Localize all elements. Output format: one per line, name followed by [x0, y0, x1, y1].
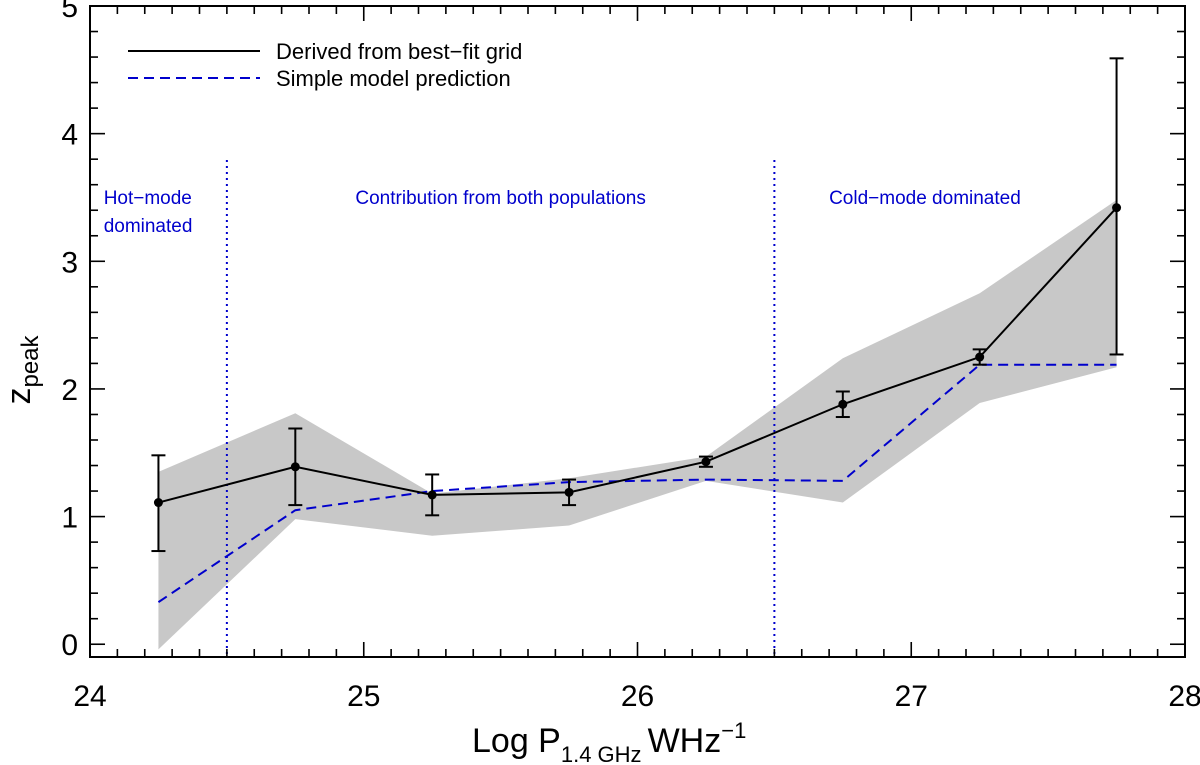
y-tick-label: 5 [61, 0, 78, 24]
x-tick-label: 25 [347, 680, 380, 713]
y-tick-label: 1 [61, 502, 78, 535]
x-tick-label: 24 [73, 680, 106, 713]
y-axis-title-group: zpeak [0, 334, 44, 404]
series-line-derived [158, 207, 1118, 504]
y-tick-label: 0 [61, 629, 78, 662]
y-axis-title-sub: peak [17, 334, 44, 387]
axis-ticks [89, 5, 1186, 657]
x-axis-title-unit: WHz [648, 722, 722, 760]
data-point [564, 487, 574, 497]
uncertainty-band-layer [158, 200, 1117, 650]
y-tick-label: 4 [61, 119, 78, 152]
region-label-1: Hot−mode dominated [104, 188, 193, 237]
y-axis-title-main: z [0, 388, 38, 405]
x-tick-label: 26 [621, 680, 654, 713]
legend-label-derived: Derived from best−fit grid [276, 39, 522, 64]
divider-lines [225, 160, 776, 657]
data-point [153, 498, 163, 508]
y-axis-title: zpeak [0, 334, 44, 404]
x-axis-title-main: Log P [472, 722, 561, 760]
x-axis-title-sub: 1.4 GHz [561, 742, 642, 765]
series-layer [151, 57, 1124, 603]
data-point [1112, 203, 1122, 213]
x-tick-label: 28 [1168, 680, 1200, 713]
x-axis-title: Log P1.4 GHz WHz−1 [472, 718, 746, 765]
region-label-3: Cold−mode dominated [829, 188, 1021, 209]
data-point [975, 352, 985, 362]
x-axis-title-exp: −1 [721, 718, 746, 743]
region-annotations: Hot−mode dominated Contribution from both … [104, 188, 1021, 237]
legend: Derived from best−fit grid Simple model … [128, 39, 522, 91]
x-tick-label: 27 [895, 680, 928, 713]
data-point [427, 490, 437, 500]
data-point [290, 462, 300, 472]
y-tick-label: 3 [61, 246, 78, 279]
uncertainty-band [158, 200, 1117, 650]
region-label-line: Hot−mode [104, 188, 192, 209]
region-label-line: Contribution from both populations [355, 188, 645, 209]
region-label-2: Contribution from both populations [355, 188, 645, 209]
region-label-line: Cold−mode dominated [829, 188, 1021, 209]
region-label-line: dominated [104, 216, 193, 237]
tick-labels: 24 25 26 27 28 0 1 2 3 4 5 [61, 0, 1200, 713]
legend-label-model: Simple model prediction [276, 66, 511, 91]
data-point [838, 399, 848, 409]
data-point [701, 457, 711, 467]
y-tick-label: 2 [61, 374, 78, 407]
